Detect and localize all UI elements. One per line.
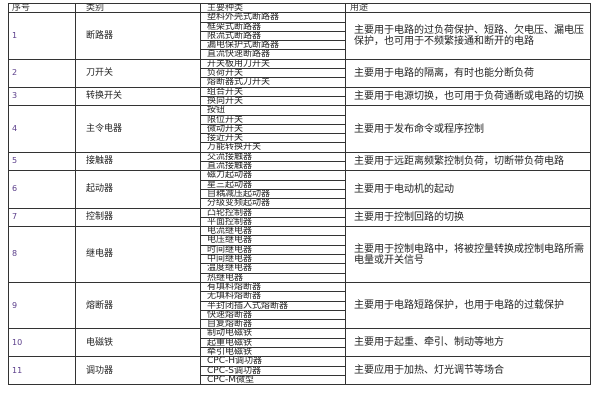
type-cell: 有填料熔断器 [200,281,346,293]
type-cell: 磁力起动器 [200,170,346,181]
use-cell: 主要用于远距离频繁控制负荷，切断带负荷电路 [345,151,591,172]
type-cell: CPC-S调功器 [200,365,346,376]
table-row: 10 电磁铁 制动电磁铁 主要用于起重、牵引、制动等地方 [8,328,591,358]
row-number: 7 [8,207,76,228]
table-row: 漏电保护式断路器 [9,40,591,51]
use-cell: 主要用于电源切换，也可用于负荷通断或电路的切换 [345,86,591,107]
header-cell: 用途 [345,2,591,14]
type-cell: 框架式断路器 [200,21,346,32]
category-cell: 起动器 [75,170,201,209]
type-cell: 漏电保护式断路器 [200,40,346,51]
use-cell: 主要用于控制回路的切换 [345,207,591,228]
type-cell: 限流式断路器 [200,30,346,42]
category-cell: 接触器 [75,151,201,172]
type-cell: 制动电磁铁 [200,328,346,339]
type-cell: 时间继电器 [200,244,346,256]
type-cell: 电流继电器 [200,226,346,237]
row-number: 3 [8,86,76,107]
type-cell: 分级变频起动器 [200,198,346,209]
use-cell: 主要用于电动机的起动 [345,170,591,209]
use-cell: 主要用于电路的隔离，有时也能分断负荷 [345,58,591,88]
header-cell: 类别 [75,2,201,14]
row-number: 8 [8,226,76,283]
table-row: 6 起动器 磁力起动器 主要用于电动机的起动 [8,170,591,209]
table-row: 8 继电器 电流继电器 主要用于控制电路中，将被控量转换成控制电路所需电量或开关信号 [8,226,591,283]
row-number: 9 [8,281,76,330]
category-cell: 继电器 [75,226,201,283]
type-cell: 接近开关 [200,133,346,144]
type-cell: 凸轮控制器 [200,207,346,218]
category-cell: 刀开关 [75,58,201,88]
type-cell: 万能转换开关 [200,142,346,153]
use-cell: 主要用于控制电路中，将被控量转换成控制电路所需电量或开关信号 [345,226,591,283]
type-cell: 电压继电器 [200,235,346,246]
type-cell: 熔断器式刀开关 [200,77,346,88]
header-cell: 序号 [8,2,76,14]
category-cell: 转换开关 [75,86,201,107]
type-cell: 负荷开关 [200,68,346,79]
use-cell: 主要用于起重、牵引、制动等地方 [345,328,591,358]
type-cell: 平面控制器 [200,216,346,228]
type-cell: 限位开关 [200,114,346,125]
row-number: 4 [8,105,76,153]
row-number: 2 [8,58,76,88]
table-row: 11 调功器 CPC-H调功器 主要应用于加热、灯光调节等场合 [8,356,591,386]
type-cell: 塑料外壳式断路器 [200,12,346,23]
row-number: 1 [8,12,76,60]
type-cell: 自耦减压起动器 [200,188,346,200]
use-cell: 主要用于电路短路保护，也用于电路的过载保护 [345,281,591,330]
type-cell: 星三起动器 [200,179,346,190]
table-row: 9 熔断器 有填料熔断器 主要用于电路短路保护，也用于电路的过载保护 [8,281,591,330]
type-cell: 牵引电磁铁 [200,346,346,358]
table-row: 5 接触器 交流接触器 主要用于远距离频繁控制负荷，切断带负荷电路 [8,151,591,172]
use-cell: 主要用于电路的过负荷保护、短路、欠电压、漏电压保护，也可用于不频繁接通和断开的电… [345,12,591,60]
type-cell: 按钮 [200,105,346,116]
type-cell: 直流快速断路器 [200,49,346,60]
row-number: 10 [8,328,76,358]
table-row: 1 断路器 塑料外壳式断路器 主要用于电路的过负荷保护、短路、欠电压、漏电压保护，也可… [8,12,591,60]
type-cell: 无填料熔断器 [200,291,346,302]
category-cell: 熔断器 [75,281,201,330]
category-cell: 调功器 [75,356,201,386]
table-row: 7 控制器 凸轮控制器 主要用于控制回路的切换 [8,207,591,228]
type-cell: 微动开关 [200,123,346,135]
table-row: CPC-M微型 [9,374,591,386]
table-body: 序号 类别 主要种类 用途 1 断路器 塑料外壳式断路器 主要用于电路的过负荷保护、短… [8,2,591,386]
type-cell: 直流接触器 [200,161,346,172]
category-cell: 电磁铁 [75,328,201,358]
table-row: 4 主令电器 按钮 主要用于发布命令或程序控制 [8,105,591,153]
table-header-row: 序号 类别 主要种类 用途 [8,2,591,14]
type-cell: 自复熔断器 [200,319,346,330]
type-cell: 中间继电器 [200,253,346,265]
type-cell: 交流接触器 [200,151,346,163]
type-cell: 开关板用刀开关 [200,58,346,70]
type-cell: CPC-H调功器 [200,356,346,367]
header-cell: 主要种类 [200,2,346,14]
use-cell: 主要用于发布命令或程序控制 [345,105,591,153]
type-cell: 换向开关 [200,95,346,107]
electrical-components-table: 序号 类别 主要种类 用途 1 断路器 塑料外壳式断路器 主要用于电路的过负荷保护、短… [8,2,591,386]
type-cell: 快速熔断器 [200,309,346,321]
category-cell: 断路器 [75,12,201,60]
row-number: 6 [8,170,76,209]
type-cell: 温度继电器 [200,263,346,274]
type-cell: 热继电器 [200,272,346,283]
category-cell: 主令电器 [75,105,201,153]
use-cell: 主要应用于加热、灯光调节等场合 [345,356,591,386]
type-cell: 起重电磁铁 [200,337,346,349]
row-number: 11 [8,356,76,386]
type-cell: 组合开关 [200,86,346,97]
table-row: 3 转换开关 组合开关 主要用于电源切换，也可用于负荷通断或电路的切换 [8,86,591,107]
table-row: 2 刀开关 开关板用刀开关 主要用于电路的隔离，有时也能分断负荷 [8,58,591,88]
row-number: 5 [8,151,76,172]
type-cell: 半封闭插入式熔断器 [200,300,346,311]
category-cell: 控制器 [75,207,201,228]
type-cell: CPC-M微型 [200,374,346,386]
